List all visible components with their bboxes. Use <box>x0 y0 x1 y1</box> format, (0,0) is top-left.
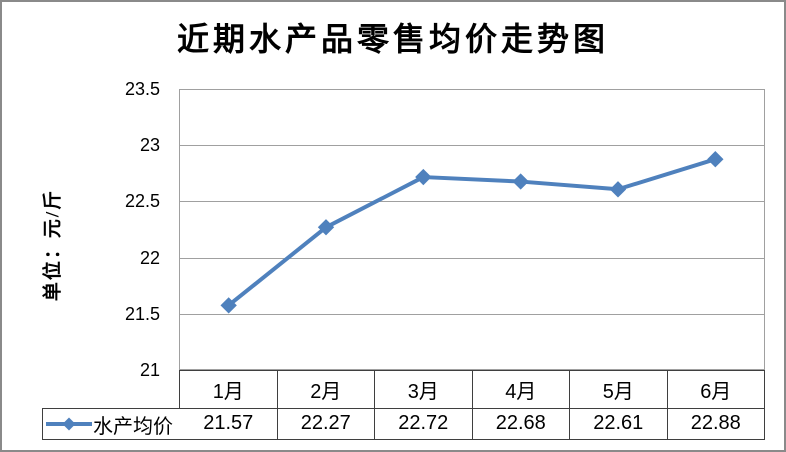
plot-area <box>179 89 765 370</box>
data-point-marker <box>609 181 627 198</box>
y-tick-label: 23 <box>139 135 160 156</box>
x-axis-category-row: 1月 2月 3月 4月 5月 6月 <box>179 370 765 409</box>
chart-title: 近期水产品零售均价走势图 <box>176 21 609 57</box>
data-point-marker <box>512 173 529 190</box>
data-point-marker <box>415 168 432 186</box>
gridline <box>180 145 764 147</box>
gridline <box>180 201 764 203</box>
gridline <box>180 313 764 315</box>
legend-label: 水产均价 <box>93 415 173 438</box>
series-line-svg <box>220 151 724 314</box>
gridline <box>180 257 764 259</box>
month-cell: 1月 <box>212 381 244 403</box>
value-cell: 21.57 <box>203 412 254 434</box>
value-cell: 22.72 <box>374 408 472 439</box>
value-cell: 22.88 <box>666 408 765 439</box>
data-point-marker <box>220 297 237 314</box>
y-tick-label: 21.5 <box>124 303 160 324</box>
data-point-marker <box>707 151 724 168</box>
legend-line-marker-icon <box>46 417 92 431</box>
month-cell: 6月 <box>666 371 765 408</box>
y-tick-label: 22.5 <box>124 191 160 212</box>
month-cell: 5月 <box>569 371 667 408</box>
y-tick-label: 21 <box>139 360 160 380</box>
y-tick-label: 23.5 <box>124 79 160 99</box>
month-cell: 2月 <box>276 371 375 408</box>
data-point-marker <box>317 219 335 236</box>
legend-cell: 水产均价 <box>42 408 180 440</box>
value-cell: 22.61 <box>569 408 667 439</box>
series-line <box>227 157 716 307</box>
month-cell: 4月 <box>471 371 570 408</box>
data-table-value-row: 21.57 22.27 22.72 22.68 22.61 22.88 <box>179 408 765 440</box>
y-tick-label: 22 <box>139 247 160 268</box>
value-cell: 22.27 <box>276 408 375 439</box>
value-cell: 22.68 <box>471 408 570 439</box>
month-cell: 3月 <box>374 371 472 408</box>
